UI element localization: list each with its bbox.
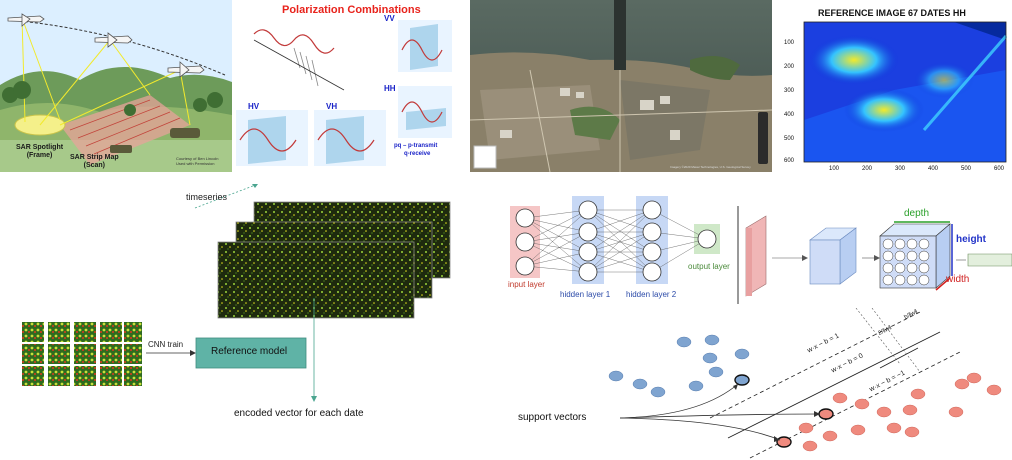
sar-credit-line1: Courtesy of Ben Lincoln bbox=[176, 156, 219, 161]
sar-strip-label-line2: (Scan) bbox=[83, 162, 106, 169]
svm-panel: support vectors w·x − b = 1 w·x − b = 0 … bbox=[500, 308, 1012, 460]
satellite-image bbox=[470, 0, 772, 172]
sar-credit-line2: Used with Permission bbox=[176, 161, 215, 166]
sar-strip-label: SAR Strip Map (Scan) bbox=[70, 154, 119, 170]
svm-graphics bbox=[608, 308, 1002, 459]
hidden-layer-1-label: hidden layer 1 bbox=[560, 290, 611, 299]
sar-credit: Courtesy of Ben Lincoln Used with Permis… bbox=[176, 156, 218, 166]
sar-illustration-panel: SAR Spotlight (Frame) SAR Strip Map (Sca… bbox=[0, 0, 232, 172]
satellite-map-panel: Imagery ©2020 Maxar Technologies, U.S. G… bbox=[470, 0, 772, 172]
input-layer-label: input layer bbox=[508, 280, 545, 289]
reference-y-tick-300: 300 bbox=[784, 88, 795, 94]
height-label: height bbox=[956, 234, 986, 245]
hidden-layer-2-label: hidden layer 2 bbox=[626, 290, 677, 299]
depth-label: depth bbox=[904, 208, 930, 219]
reference-title: REFERENCE IMAGE 67 DATES HH bbox=[818, 8, 966, 18]
reference-x-tick-600: 600 bbox=[994, 166, 1005, 172]
reference-image-panel: REFERENCE IMAGE 67 DATES HH 100 200 300 … bbox=[774, 0, 1012, 176]
polarization-note-line1: pq – p-transmit bbox=[394, 143, 438, 149]
reference-y-tick-500: 500 bbox=[784, 136, 795, 142]
workflow-graphics bbox=[22, 183, 451, 402]
sar-strip-label-line1: SAR Strip Map bbox=[70, 154, 119, 161]
reference-x-tick-200: 200 bbox=[862, 166, 873, 172]
support-vectors-label: support vectors bbox=[518, 412, 587, 423]
encoded-vector-label: encoded vector for each date bbox=[234, 408, 364, 419]
reference-y-tick-400: 400 bbox=[784, 112, 795, 118]
reference-x-tick-300: 300 bbox=[895, 166, 906, 172]
workflow-panel: timeseries CNN train Reference model enc… bbox=[0, 178, 470, 460]
timeseries-label: timeseries bbox=[186, 192, 228, 202]
sar-spotlight-label-line1: SAR Spotlight bbox=[16, 144, 64, 151]
polarization-waves bbox=[236, 20, 452, 166]
reference-y-tick-600: 600 bbox=[784, 158, 795, 164]
width-label: width bbox=[946, 274, 970, 285]
output-layer-label: output layer bbox=[688, 262, 730, 271]
polarization-label-hh: HH bbox=[384, 84, 396, 93]
reference-heatmap bbox=[803, 21, 1008, 163]
polarization-panel: Polarization Combinations VV HH HV VH pq bbox=[234, 0, 454, 172]
reference-x-tick-500: 500 bbox=[961, 166, 972, 172]
reference-x-tick-100: 100 bbox=[829, 166, 840, 172]
polarization-title: Polarization Combinations bbox=[282, 4, 421, 16]
polarization-label-vv: VV bbox=[384, 14, 395, 23]
polarization-label-vh: VH bbox=[326, 102, 338, 111]
network-panel: input layer hidden layer 1 hidden layer … bbox=[500, 188, 1012, 308]
sar-spotlight-label: SAR Spotlight (Frame) bbox=[16, 144, 63, 160]
satellite-attribution: Imagery ©2020 Maxar Technologies, U.S. G… bbox=[670, 165, 751, 169]
network-graphics bbox=[510, 196, 1012, 304]
cnn-train-label: CNN train bbox=[148, 340, 184, 349]
polarization-note: pq – p-transmit q-receive bbox=[394, 142, 437, 158]
polarization-note-line2: q-receive bbox=[404, 151, 431, 157]
polarization-label-hv: HV bbox=[248, 102, 260, 111]
sar-spotlight-label-line2: (Frame) bbox=[26, 152, 53, 159]
reference-y-tick-200: 200 bbox=[784, 64, 795, 70]
reference-x-tick-400: 400 bbox=[928, 166, 939, 172]
reference-model-box-label: Reference model bbox=[211, 346, 288, 357]
reference-y-tick-100: 100 bbox=[784, 40, 795, 46]
sar-scene bbox=[0, 0, 232, 172]
